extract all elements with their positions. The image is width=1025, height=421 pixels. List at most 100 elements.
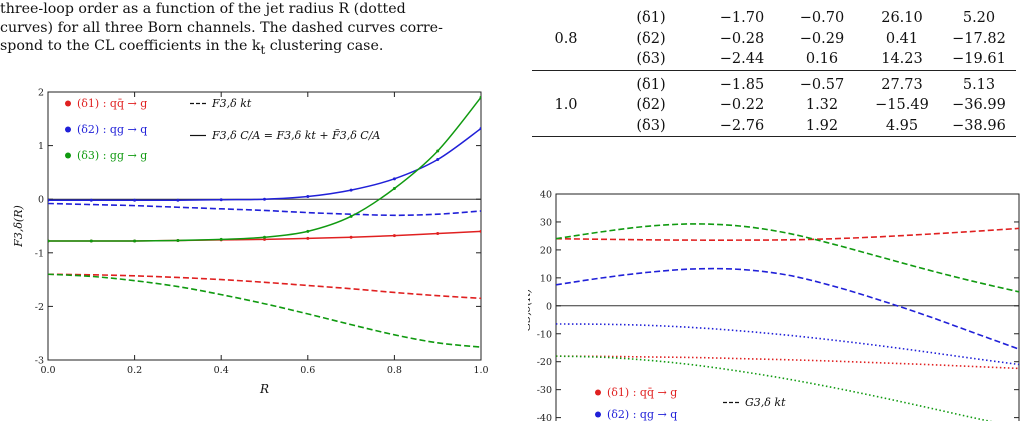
data-point xyxy=(349,188,353,192)
value-cell: −1.85 xyxy=(719,76,765,93)
y-axis-label: F3,δ(R) xyxy=(12,205,25,248)
y-tick-label: 40 xyxy=(540,190,552,201)
table-row: (δ3) −2.76 1.92 4.95 −38.96 xyxy=(532,115,1016,137)
y-tick-label: 2 xyxy=(38,88,44,99)
data-point xyxy=(436,149,440,153)
data-point xyxy=(349,235,353,239)
data-point xyxy=(479,229,481,233)
series-line xyxy=(556,227,1019,241)
y-tick-label: 0 xyxy=(38,195,44,206)
value-cell: −0.28 xyxy=(719,30,765,47)
value-cell: −0.29 xyxy=(799,30,845,47)
y-tick-label: -1 xyxy=(35,248,44,259)
x-tick-label: 0.8 xyxy=(387,365,402,376)
y-tick-label: 10 xyxy=(540,273,552,284)
coefficient-table: (δ1) −1.70 −0.70 26.10 5.20 0.8 (δ2) −0.28 −0.29… xyxy=(532,8,1016,137)
plot-frame xyxy=(555,193,1020,421)
data-point xyxy=(479,126,481,130)
data-point xyxy=(89,239,93,243)
channel-cell: (δ1) xyxy=(636,76,666,93)
style-legend-entry: F3,δ kt xyxy=(211,97,252,110)
value-cell: −1.70 xyxy=(719,10,765,27)
value-cell: −2.76 xyxy=(702,115,782,137)
x-tick-label: 0.2 xyxy=(127,365,142,376)
legend-entry: (δ2) : qg → q xyxy=(77,123,147,136)
data-point xyxy=(48,239,50,243)
data-point xyxy=(263,235,266,239)
y-tick-label: -20 xyxy=(537,357,552,368)
legend-entry: (δ3) : gg → g xyxy=(77,149,147,162)
radius-cell xyxy=(532,49,600,71)
x-tick-label: 1.0 xyxy=(473,365,488,376)
radius-cell: 0.8 xyxy=(554,30,578,47)
data-point xyxy=(306,229,310,233)
radius-cell xyxy=(532,70,600,95)
data-point xyxy=(392,234,396,238)
channel-cell: (δ1) xyxy=(636,10,666,27)
table-row: (δ1) −1.85 −0.57 27.73 5.13 xyxy=(532,70,1016,95)
figure-caption: three-loop order as a function of the je… xyxy=(0,0,490,59)
data-point xyxy=(392,186,396,190)
legend-marker xyxy=(65,100,71,107)
plot-frame xyxy=(47,91,482,361)
radius-cell xyxy=(532,8,600,29)
table-row: (δ3) −2.44 0.16 14.23 −19.61 xyxy=(532,49,1016,71)
value-cell: 26.10 xyxy=(881,10,923,27)
y-tick-label: -3 xyxy=(35,356,44,367)
caption-line-3-sub: t xyxy=(260,42,266,57)
series-group xyxy=(48,95,481,348)
channel-cell: (δ2) xyxy=(636,30,666,47)
y-tick-label: -30 xyxy=(537,385,552,396)
caption-line-3-end: clustering case. xyxy=(265,38,384,54)
series-line xyxy=(48,273,481,300)
data-point xyxy=(219,198,223,202)
value-cell: 27.73 xyxy=(881,76,923,93)
caption-line-1: three-loop order as a function of the je… xyxy=(0,1,406,17)
table-row: 1.0 (δ2) −0.22 1.32 −15.49 −36.99 xyxy=(532,95,1016,116)
data-point xyxy=(392,177,396,181)
value-cell: −38.96 xyxy=(942,115,1016,137)
series-line xyxy=(48,273,481,348)
value-cell: 0.41 xyxy=(885,30,919,47)
legend-marker xyxy=(595,389,601,396)
y-tick-label: -10 xyxy=(537,329,552,340)
data-point xyxy=(349,214,353,218)
data-point xyxy=(176,198,180,202)
value-cell: 0.16 xyxy=(782,49,862,71)
table-row: 0.8 (δ2) −0.28 −0.29 0.41 −17.82 xyxy=(532,29,1016,50)
value-cell: −17.82 xyxy=(952,30,1006,47)
data-point xyxy=(436,232,440,236)
value-cell: 5.20 xyxy=(962,10,996,27)
value-cell: −36.99 xyxy=(952,97,1006,114)
y-tick-label: 0 xyxy=(546,301,552,312)
value-cell: −0.57 xyxy=(799,76,845,93)
value-cell: −15.49 xyxy=(875,97,929,114)
value-cell: −0.70 xyxy=(799,10,845,27)
data-point xyxy=(176,238,180,242)
style-legend-entry: F3,δ C/A = F3,δ kt + F̃3,δ C/A xyxy=(211,129,380,142)
channel-cell: (δ2) xyxy=(636,97,666,114)
data-point xyxy=(263,197,266,201)
data-point xyxy=(306,236,310,240)
data-point xyxy=(133,198,137,202)
y-tick-label: -40 xyxy=(537,413,552,421)
value-cell: −0.22 xyxy=(719,97,765,114)
series-line xyxy=(556,223,1019,293)
data-point xyxy=(89,198,93,202)
channel-cell: (δ3) xyxy=(600,115,702,137)
legend-marker xyxy=(65,152,71,159)
series-line xyxy=(556,355,1019,370)
data-point xyxy=(48,198,50,202)
chart-f3-delta: -3 -2 -1 0 1 2 0.0 0.2 0.4 0.6 0.8 1.0 F3,δ(R) R (δ1) … xyxy=(12,88,489,397)
data-point xyxy=(133,239,137,243)
legend-entry: (δ1) : qq̄ → g xyxy=(607,386,677,399)
caption-line-3: spond to the CL coefficients in the k xyxy=(0,38,261,54)
y-tick-label: 30 xyxy=(540,217,552,228)
y-axis-label: G3,δ(R) xyxy=(528,289,533,332)
value-cell: −19.61 xyxy=(942,49,1016,71)
value-cell: 4.95 xyxy=(862,115,942,137)
value-cell: 5.13 xyxy=(962,76,996,93)
caption-line-2: curves) for all three Born channels. The… xyxy=(0,19,443,36)
series-line xyxy=(556,355,993,421)
data-point xyxy=(479,95,481,99)
